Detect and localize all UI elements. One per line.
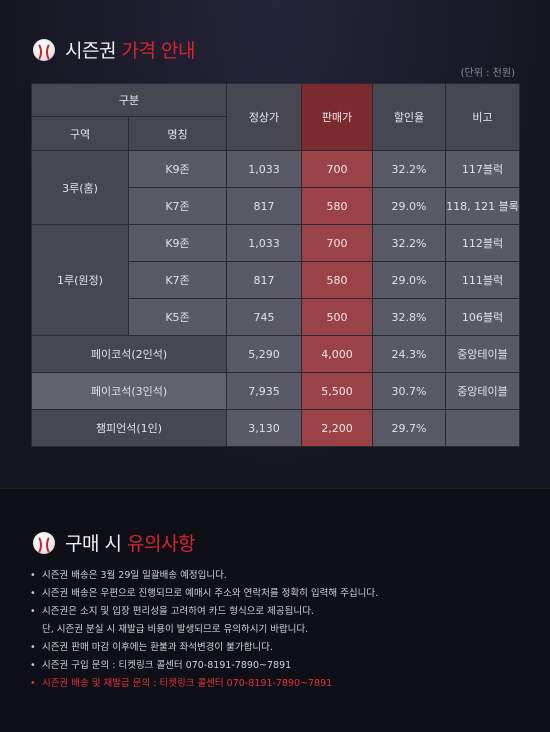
list-item: 시즌권은 소지 및 입장 편리성을 고려하여 카드 형식으로 제공됩니다.단, … [30, 603, 530, 639]
price-title-accent: 가격 안내 [121, 40, 196, 62]
discount-cell: 32.2% [372, 150, 446, 188]
header-note: 비고 [445, 83, 520, 151]
header-name: 명칭 [128, 116, 227, 151]
name-cell: 페이코석(3인석) [31, 372, 227, 410]
list-item: 시즌권 배송은 우편으로 진행되므로 예매시 주소와 연락처를 정확히 입력해 … [30, 585, 530, 603]
note-cell: 중앙테이블 [445, 335, 520, 373]
sale-cell: 700 [301, 224, 373, 262]
discount-cell: 29.0% [372, 187, 446, 225]
regular-cell: 1,033 [226, 224, 302, 262]
sale-cell: 580 [301, 187, 373, 225]
header-zone: 구역 [31, 116, 129, 151]
note-cell: 117블럭 [445, 150, 520, 188]
name-cell: 챔피언석(1인) [31, 409, 227, 447]
table-row: K7존 817 580 29.0% 111블럭 [32, 261, 520, 299]
name-cell: K9존 [128, 224, 227, 262]
zone-cell: 3루(홈) [31, 150, 129, 225]
regular-cell: 3,130 [226, 409, 302, 447]
sale-cell: 500 [301, 298, 373, 336]
table-row: 1루(원정) K9존 1,033 700 32.2% 112블럭 [31, 224, 520, 336]
discount-cell: 29.7% [372, 409, 446, 447]
name-cell: K7존 [128, 261, 227, 299]
name-cell: K5존 [128, 298, 227, 336]
discount-cell: 32.8% [372, 298, 446, 336]
price-section-title: 시즌권 가격 안내 [33, 36, 195, 63]
unit-label: (단위 : 천원) [460, 68, 515, 79]
table-row: K5존 745 500 32.8% 106블럭 [32, 298, 520, 336]
note-cell: 118, 121 블록 [445, 187, 520, 225]
discount-cell: 30.7% [372, 372, 446, 410]
note-cell: 111블럭 [445, 261, 520, 299]
table-row: K7존 817 580 29.0% 118, 121 블록 [32, 187, 520, 225]
note-cell: 중앙테이블 [445, 372, 520, 410]
sale-cell: 2,200 [301, 409, 373, 447]
zone-cell: 1루(원정) [31, 224, 129, 336]
sale-cell: 700 [301, 150, 373, 188]
table-row: 3루(홈) K9존 1,033 700 32.2% 117블럭 [31, 150, 520, 225]
list-item: 시즌권 배송은 3월 29일 일괄배송 예정입니다. [30, 567, 530, 585]
sale-cell: 4,000 [301, 335, 373, 373]
regular-cell: 5,290 [226, 335, 302, 373]
regular-cell: 1,033 [226, 150, 302, 188]
regular-cell: 817 [226, 187, 302, 225]
notes-list: 시즌권 배송은 3월 29일 일괄배송 예정입니다. 시즌권 배송은 우편으로 … [30, 567, 530, 693]
name-cell: 페이코석(2인석) [31, 335, 227, 373]
note-cell [445, 409, 520, 447]
price-table: 구분 정상가 판매가 할인율 비고 구역 명칭 3루(홈) K9존 1,033 … [31, 83, 520, 447]
name-cell: K7존 [128, 187, 227, 225]
header-discount: 할인율 [372, 83, 446, 151]
sale-cell: 5,500 [301, 372, 373, 410]
baseball-icon [33, 531, 55, 555]
discount-cell: 24.3% [372, 335, 446, 373]
baseball-icon [33, 38, 55, 62]
table-row: 페이코석(3인석) 7,935 5,500 30.7% 중앙테이블 [31, 372, 520, 410]
header-sale: 판매가 [301, 83, 373, 151]
discount-cell: 29.0% [372, 261, 446, 299]
table-row: 페이코석(2인석) 5,290 4,000 24.3% 중앙테이블 [31, 335, 520, 373]
list-item: 시즌권 판매 마감 이후에는 환불과 좌석변경이 불가합니다. [30, 639, 530, 657]
list-item: 시즌권 배송 및 재발급 문의 : 티켓링크 콜센터 070-8191-7890… [30, 675, 530, 693]
note-cell: 112블럭 [445, 224, 520, 262]
notes-title-main: 구매 시 [65, 533, 122, 555]
regular-cell: 745 [226, 298, 302, 336]
list-item: 시즌권 구입 문의 : 티켓링크 콜센터 070-8191-7890~7891 [30, 657, 530, 675]
regular-cell: 7,935 [226, 372, 302, 410]
header-regular: 정상가 [226, 83, 302, 151]
name-cell: K9존 [128, 150, 227, 188]
sale-cell: 580 [301, 261, 373, 299]
regular-cell: 817 [226, 261, 302, 299]
price-title-main: 시즌권 [65, 40, 116, 62]
discount-cell: 32.2% [372, 224, 446, 262]
header-category: 구분 [31, 83, 227, 117]
notes-title-accent: 유의사항 [127, 533, 195, 555]
table-row: 챔피언석(1인) 3,130 2,200 29.7% [31, 409, 520, 447]
notes-section-title: 구매 시 유의사항 [33, 529, 195, 556]
note-cell: 106블럭 [445, 298, 520, 336]
